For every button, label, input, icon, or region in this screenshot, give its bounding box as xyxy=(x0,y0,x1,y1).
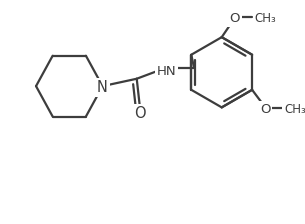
Text: CH₃: CH₃ xyxy=(285,103,305,116)
Text: O: O xyxy=(229,12,240,25)
Text: N: N xyxy=(97,80,108,95)
Text: O: O xyxy=(135,106,146,121)
Text: CH₃: CH₃ xyxy=(254,12,276,25)
Text: HN: HN xyxy=(156,65,176,78)
Text: O: O xyxy=(260,103,270,116)
